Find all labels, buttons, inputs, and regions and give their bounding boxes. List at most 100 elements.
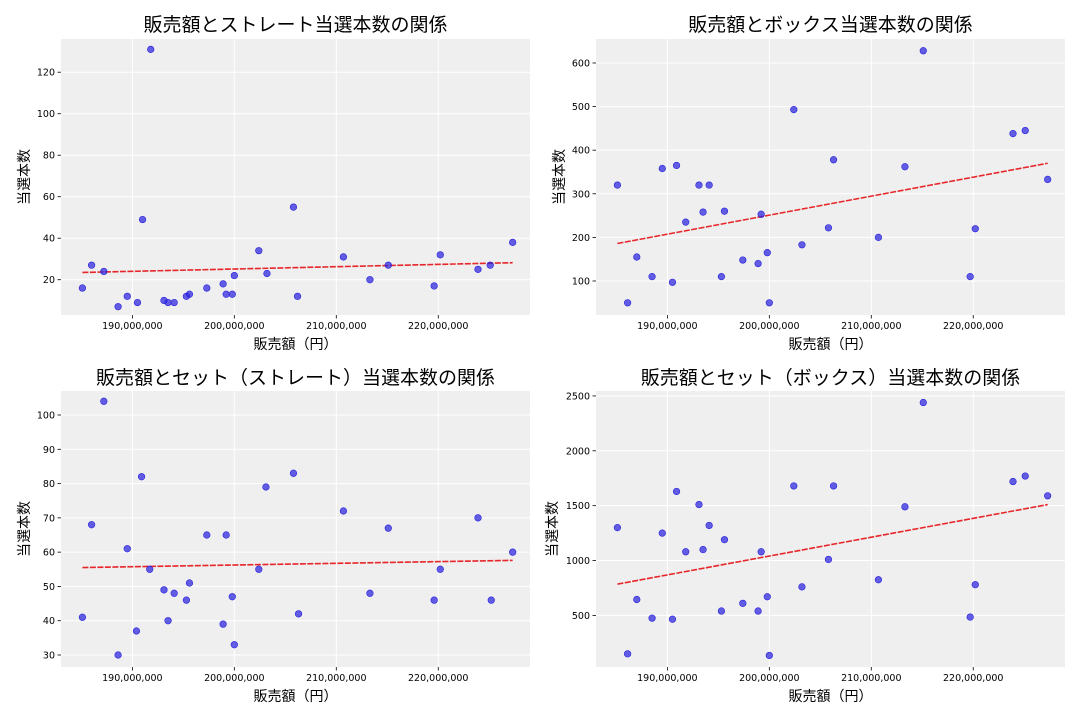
data-point bbox=[384, 261, 392, 269]
data-point bbox=[668, 278, 677, 286]
data-point bbox=[971, 225, 979, 233]
data-point bbox=[132, 627, 141, 635]
data-point bbox=[717, 607, 726, 615]
y-tick-label: 2500 bbox=[566, 391, 590, 402]
y-tick-label: 20 bbox=[43, 275, 55, 286]
data-point bbox=[436, 251, 444, 259]
data-point bbox=[185, 579, 194, 587]
data-point bbox=[613, 181, 622, 189]
y-tick-label: 80 bbox=[43, 151, 55, 162]
data-point bbox=[474, 514, 482, 522]
data-point bbox=[705, 521, 713, 530]
data-point bbox=[230, 271, 238, 280]
data-point bbox=[262, 483, 270, 491]
data-point bbox=[765, 299, 773, 307]
data-point bbox=[222, 531, 230, 539]
data-point bbox=[633, 595, 641, 604]
data-point bbox=[790, 482, 798, 490]
y-tick-label: 60 bbox=[43, 192, 55, 203]
x-tick-label: 200,000,000 bbox=[204, 321, 264, 332]
data-point bbox=[757, 210, 765, 218]
data-point bbox=[263, 269, 271, 278]
yticks-straight: 20 40 60 80 100 120 bbox=[37, 68, 61, 286]
y-axis-label-box: 当選本数 bbox=[552, 149, 568, 205]
data-point bbox=[648, 614, 656, 622]
data-point bbox=[699, 545, 707, 554]
yticks-set-straight: 30 40 50 60 70 80 90 100 bbox=[37, 411, 61, 662]
data-point bbox=[339, 253, 348, 261]
y-tick-label: 30 bbox=[43, 651, 55, 662]
y-tick-label: 40 bbox=[43, 234, 55, 245]
data-point bbox=[164, 617, 172, 625]
data-point bbox=[919, 398, 927, 407]
data-point bbox=[633, 253, 641, 261]
y-tick-label: 90 bbox=[43, 445, 55, 456]
data-point bbox=[682, 548, 690, 556]
data-point bbox=[874, 233, 883, 241]
data-point bbox=[486, 261, 494, 269]
y-axis-label-set-box: 当選本数 bbox=[545, 501, 561, 557]
data-point bbox=[1021, 126, 1029, 135]
data-point bbox=[672, 161, 681, 170]
y-tick-label: 70 bbox=[43, 513, 55, 524]
data-point bbox=[100, 267, 108, 276]
data-point bbox=[658, 164, 666, 173]
data-point bbox=[255, 247, 263, 255]
y-tick-label: 500 bbox=[572, 611, 590, 622]
data-point bbox=[509, 238, 517, 246]
data-point bbox=[203, 531, 211, 539]
data-point bbox=[87, 261, 96, 269]
data-point bbox=[1044, 492, 1052, 500]
data-point bbox=[695, 181, 703, 189]
xticks-set-box: 190,000,000 200,000,000 210,000,000 220,000… bbox=[637, 667, 1003, 684]
x-tick-label: 210,000,000 bbox=[306, 673, 366, 684]
data-point bbox=[182, 596, 191, 604]
data-point bbox=[754, 607, 762, 615]
y-tick-label: 120 bbox=[37, 68, 55, 79]
plot-area-straight bbox=[61, 39, 530, 315]
data-point bbox=[164, 298, 172, 307]
data-point bbox=[757, 548, 765, 556]
yticks-box: 100 200 300 400 500 600 bbox=[572, 58, 596, 287]
data-point bbox=[228, 290, 236, 298]
data-point bbox=[366, 276, 374, 284]
y-tick-label: 100 bbox=[37, 411, 55, 422]
trend-line bbox=[617, 162, 1048, 245]
data-point bbox=[123, 545, 131, 553]
data-point bbox=[87, 521, 96, 529]
yticks-set-box: 500 1000 1500 2000 2500 bbox=[566, 391, 596, 622]
x-tick-label: 190,000,000 bbox=[102, 321, 162, 332]
x-tick-label: 210,000,000 bbox=[841, 673, 901, 684]
data-point bbox=[763, 249, 771, 257]
data-point bbox=[720, 536, 729, 544]
x-axis-label-box: 販売額（円） bbox=[789, 337, 873, 353]
data-point bbox=[1044, 175, 1052, 183]
data-point bbox=[185, 290, 194, 298]
data-point bbox=[668, 615, 677, 623]
data-point bbox=[219, 280, 227, 288]
points-box bbox=[613, 47, 1052, 307]
data-point bbox=[798, 241, 806, 249]
y-tick-label: 200 bbox=[572, 233, 590, 244]
data-point bbox=[384, 524, 392, 532]
data-point bbox=[222, 290, 230, 298]
data-point bbox=[289, 203, 298, 211]
data-point bbox=[170, 589, 178, 597]
y-tick-label: 40 bbox=[43, 616, 55, 627]
data-point bbox=[146, 565, 154, 573]
x-tick-label: 220,000,000 bbox=[408, 321, 468, 332]
data-point bbox=[114, 651, 122, 659]
data-point bbox=[78, 284, 87, 292]
data-point bbox=[658, 529, 666, 537]
data-point bbox=[765, 651, 773, 660]
data-point bbox=[366, 589, 374, 597]
data-point bbox=[829, 156, 838, 164]
data-point bbox=[78, 613, 87, 621]
subplot-box: 190,000,000 200,000,000 210,000,000 220,000… bbox=[552, 14, 1065, 353]
y-tick-label: 100 bbox=[37, 109, 55, 120]
subplot-set-straight: 190,000,000 200,000,000 210,000,000 220,000… bbox=[17, 367, 530, 705]
data-point bbox=[289, 469, 298, 477]
y-tick-label: 400 bbox=[572, 146, 590, 157]
data-point bbox=[123, 292, 131, 300]
